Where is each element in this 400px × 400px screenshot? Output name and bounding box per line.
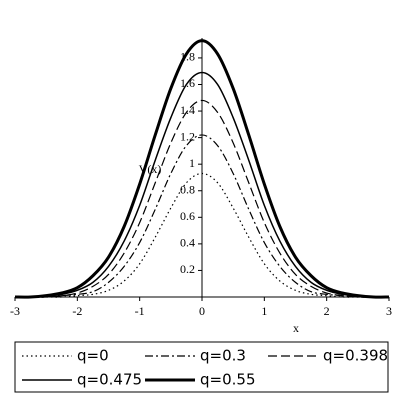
curve xyxy=(15,172,389,298)
x-tick-label: -2 xyxy=(72,304,82,318)
legend-box xyxy=(14,341,389,393)
x-tick-label: -3 xyxy=(10,304,20,318)
y-tick-label: 1 xyxy=(189,156,195,170)
curve xyxy=(14,39,390,299)
curve xyxy=(15,134,389,298)
x-axis-label: x xyxy=(293,321,299,335)
curve xyxy=(15,99,389,298)
x-tick-label: -1 xyxy=(135,304,145,318)
y-tick-label: 0.8 xyxy=(180,182,195,196)
x-tick-label: 2 xyxy=(324,304,330,318)
curve xyxy=(14,71,390,298)
legend-label: q=0.55 xyxy=(200,371,256,389)
x-tick-label: 1 xyxy=(261,304,267,318)
x-tick-label: 0 xyxy=(199,304,205,318)
legend-label: q=0 xyxy=(77,347,109,365)
y-tick-label: 0.2 xyxy=(180,262,195,276)
legend-label: q=0.398 xyxy=(323,347,388,365)
x-tick-label: 3 xyxy=(386,304,392,318)
legend-label: q=0.3 xyxy=(200,347,246,365)
y-tick-label: 1.2 xyxy=(180,129,195,143)
y-tick-label: 0.4 xyxy=(180,236,195,250)
y-tick-label: 0.6 xyxy=(180,209,195,223)
legend-label: q=0.475 xyxy=(77,371,142,389)
